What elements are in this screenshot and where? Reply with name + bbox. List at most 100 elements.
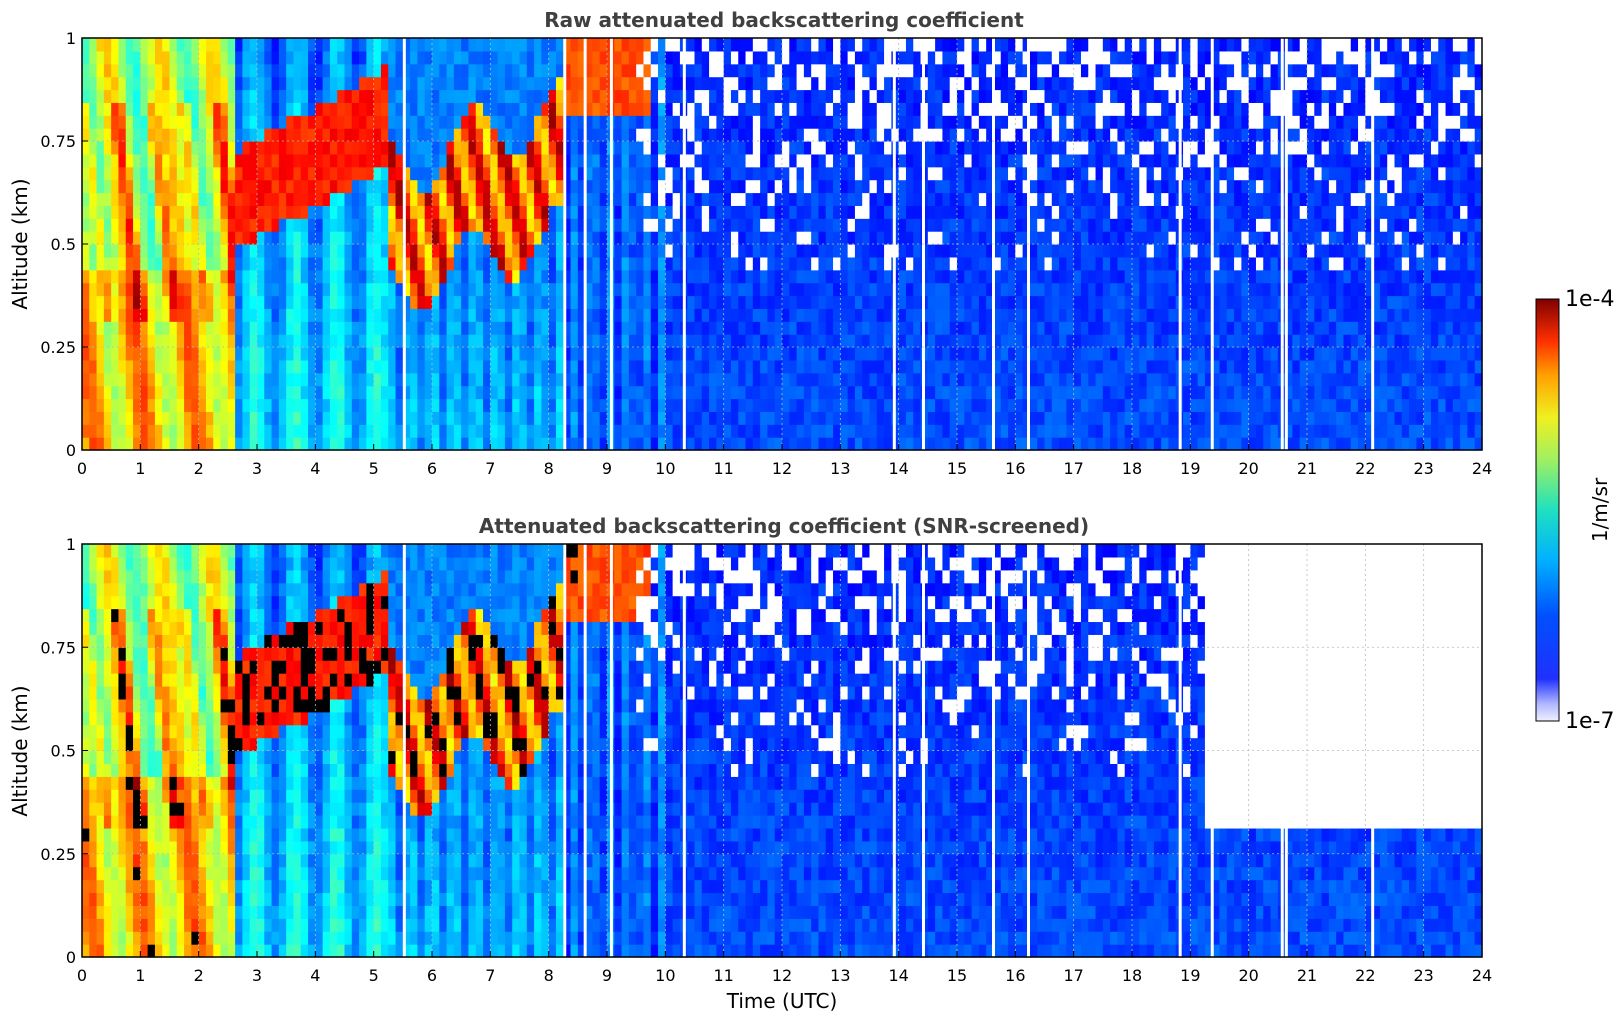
heatmap-cell	[1102, 437, 1111, 451]
heatmap-cell	[534, 141, 542, 155]
heatmap-cell	[628, 321, 637, 335]
heatmap-cell	[1015, 424, 1024, 438]
heatmap-cell	[410, 398, 419, 412]
heatmap-cell	[1044, 308, 1053, 322]
heatmap-cell	[854, 128, 863, 142]
heatmap-cell	[264, 102, 273, 116]
heatmap-cell	[300, 295, 309, 309]
heatmap-cell	[1051, 89, 1060, 103]
heatmap-cell	[767, 153, 776, 168]
heatmap-cell	[986, 141, 995, 155]
heatmap-cell	[1139, 269, 1148, 284]
heatmap-cell	[803, 128, 812, 142]
heatmap-cell	[337, 385, 346, 400]
heatmap-cell	[694, 269, 703, 284]
heatmap-cell	[555, 308, 564, 322]
heatmap-cell	[957, 115, 965, 129]
heatmap-cell	[366, 295, 375, 309]
heatmap-cell	[964, 50, 973, 65]
heatmap-cell	[461, 385, 470, 400]
heatmap-cell	[1029, 128, 1038, 142]
heatmap-cell	[913, 153, 922, 168]
heatmap-cell	[774, 437, 783, 451]
heatmap-cell	[701, 244, 710, 258]
heatmap-cell	[468, 308, 477, 322]
heatmap-cell	[1132, 308, 1140, 322]
heatmap-cell	[1073, 63, 1082, 78]
heatmap-cell	[942, 38, 951, 52]
heatmap-cell	[811, 244, 820, 258]
heatmap-cell	[154, 102, 163, 116]
heatmap-cell	[453, 218, 462, 232]
heatmap-cell	[971, 269, 980, 284]
heatmap-cell	[351, 38, 360, 52]
heatmap-cell	[774, 372, 783, 387]
heatmap-cell	[1080, 347, 1089, 361]
heatmap-cell	[643, 437, 652, 451]
heatmap-cell	[585, 282, 594, 297]
heatmap-cell	[978, 179, 987, 194]
heatmap-cell	[621, 128, 630, 142]
heatmap-cell	[1102, 334, 1111, 348]
heatmap-cell	[599, 424, 608, 438]
heatmap-cell	[424, 244, 433, 258]
heatmap-cell	[818, 385, 827, 400]
heatmap-cell	[898, 166, 907, 181]
heatmap-cell	[723, 269, 732, 284]
heatmap-cell	[417, 153, 426, 168]
heatmap-cell	[329, 153, 338, 168]
heatmap-cell	[555, 256, 564, 271]
heatmap-cell	[1080, 50, 1089, 65]
heatmap-cell	[1051, 218, 1060, 232]
heatmap-cell	[439, 89, 448, 103]
heatmap-cell	[512, 89, 521, 103]
heatmap-cell	[205, 50, 214, 65]
heatmap-cell	[723, 321, 732, 335]
heatmap-cell	[833, 38, 841, 52]
heatmap-cell	[118, 141, 127, 155]
heatmap-cell	[402, 334, 411, 348]
heatmap-cell	[118, 89, 127, 103]
heatmap-cell	[154, 218, 163, 232]
heatmap-cell	[293, 385, 302, 400]
heatmap-cell	[257, 244, 265, 258]
heatmap-cell	[767, 347, 776, 361]
heatmap-cell	[461, 398, 470, 412]
heatmap-cell	[978, 282, 987, 297]
heatmap-cell	[665, 102, 674, 116]
heatmap-cell	[329, 166, 338, 181]
heatmap-cell	[271, 166, 280, 181]
heatmap-cell	[869, 359, 878, 374]
heatmap-cell	[388, 437, 397, 451]
heatmap-cell	[526, 347, 535, 361]
heatmap-cell	[417, 76, 426, 91]
heatmap-cell	[876, 63, 885, 78]
heatmap-cell	[964, 128, 973, 142]
heatmap-cell	[1204, 115, 1213, 129]
heatmap-cell	[191, 141, 200, 155]
heatmap-cell	[205, 437, 214, 451]
heatmap-cell	[1183, 231, 1191, 245]
heatmap-cell	[796, 50, 805, 65]
heatmap-cell	[1102, 50, 1111, 65]
heatmap-cell	[840, 295, 849, 309]
heatmap-cell	[388, 424, 397, 438]
heatmap-cell	[563, 334, 572, 348]
heatmap-cell	[380, 282, 389, 297]
heatmap-cell	[803, 102, 812, 116]
heatmap-cell	[410, 424, 419, 438]
heatmap-cell	[286, 102, 295, 116]
heatmap-cell	[949, 372, 958, 387]
heatmap-cell	[1161, 153, 1170, 168]
heatmap-cell	[599, 231, 608, 245]
heatmap-cell	[789, 372, 798, 387]
heatmap-cell	[628, 89, 637, 103]
heatmap-cell	[380, 347, 389, 361]
heatmap-cell	[636, 76, 645, 91]
heatmap-cell	[461, 424, 470, 438]
heatmap-cell	[329, 411, 338, 425]
heatmap-cell	[993, 76, 1002, 91]
heatmap-cell	[1124, 179, 1133, 194]
heatmap-cell	[1000, 308, 1009, 322]
heatmap-cell	[1044, 256, 1053, 271]
